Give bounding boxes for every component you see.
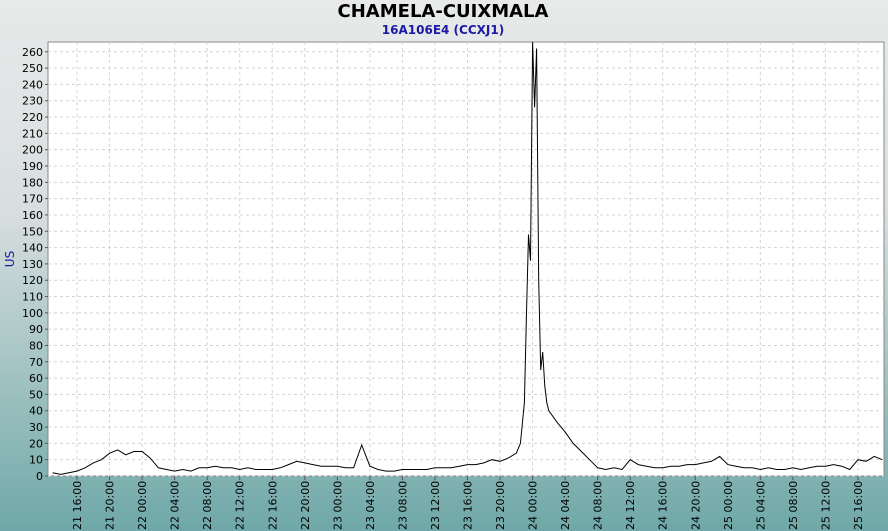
y-tick-label: 220 <box>22 111 43 124</box>
y-tick-label: 120 <box>22 274 43 287</box>
x-tick-label: 25 04:00 <box>754 481 767 530</box>
x-tick-label: 23 08:00 <box>396 481 409 530</box>
y-tick-label: 110 <box>22 291 43 304</box>
x-tick-label: 22 04:00 <box>169 481 182 530</box>
y-tick-label: 40 <box>29 405 43 418</box>
y-tick-label: 260 <box>22 46 43 59</box>
y-tick-label: 70 <box>29 356 43 369</box>
x-tick-label: 22 12:00 <box>234 481 247 530</box>
x-tick-label: 21 16:00 <box>71 481 84 530</box>
x-tick-label: 25 00:00 <box>722 481 735 530</box>
x-tick-label: 25 08:00 <box>787 481 800 530</box>
x-tick-label: 22 00:00 <box>136 481 149 530</box>
x-tick-label: 21 20:00 <box>104 481 117 530</box>
chart-title: CHAMELA-CUIXMALA <box>338 1 549 22</box>
y-axis-label: US <box>3 251 17 267</box>
x-tick-label: 24 20:00 <box>689 481 702 530</box>
x-tick-label: 24 08:00 <box>592 481 605 530</box>
y-tick-label: 250 <box>22 62 43 75</box>
data-line <box>52 41 883 475</box>
plot-area <box>47 41 885 477</box>
y-tick-label: 10 <box>29 454 43 467</box>
y-tick-label: 0 <box>36 470 43 483</box>
y-tick-label: 140 <box>22 242 43 255</box>
y-tick-label: 100 <box>22 307 43 320</box>
x-tick-label: 22 08:00 <box>201 481 214 530</box>
y-tick-label: 150 <box>22 225 43 238</box>
y-tick-label: 60 <box>29 372 43 385</box>
y-tick-label: 160 <box>22 209 43 222</box>
y-tick-label: 170 <box>22 193 43 206</box>
y-tick-label: 30 <box>29 421 43 434</box>
x-tick-label: 23 00:00 <box>331 481 344 530</box>
y-tick-label: 80 <box>29 339 43 352</box>
x-tick-label: 23 04:00 <box>364 481 377 530</box>
x-tick-label: 24 16:00 <box>657 481 670 530</box>
x-tick-label: 24 04:00 <box>559 481 572 530</box>
x-tick-label: 24 12:00 <box>624 481 637 530</box>
y-tick-label: 130 <box>22 258 43 271</box>
y-tick-label: 200 <box>22 144 43 157</box>
y-tick-label: 50 <box>29 388 43 401</box>
x-tick-label: 23 16:00 <box>461 481 474 530</box>
y-tick-label: 90 <box>29 323 43 336</box>
y-tick-label: 20 <box>29 437 43 450</box>
x-tick-label: 22 16:00 <box>266 481 279 530</box>
x-tick-label: 22 20:00 <box>299 481 312 530</box>
x-tick-label: 25 16:00 <box>852 481 865 530</box>
y-tick-label: 190 <box>22 160 43 173</box>
y-tick-label: 230 <box>22 95 43 108</box>
x-tick-label: 23 20:00 <box>494 481 507 530</box>
x-tick-label: 23 12:00 <box>429 481 442 530</box>
y-tick-label: 240 <box>22 78 43 91</box>
chart-subtitle: 16A106E4 (CCXJ1) <box>382 23 504 37</box>
x-tick-label: 24 00:00 <box>527 481 540 530</box>
y-tick-label: 210 <box>22 127 43 140</box>
x-tick-label: 25 12:00 <box>819 481 832 530</box>
y-tick-label: 180 <box>22 176 43 189</box>
